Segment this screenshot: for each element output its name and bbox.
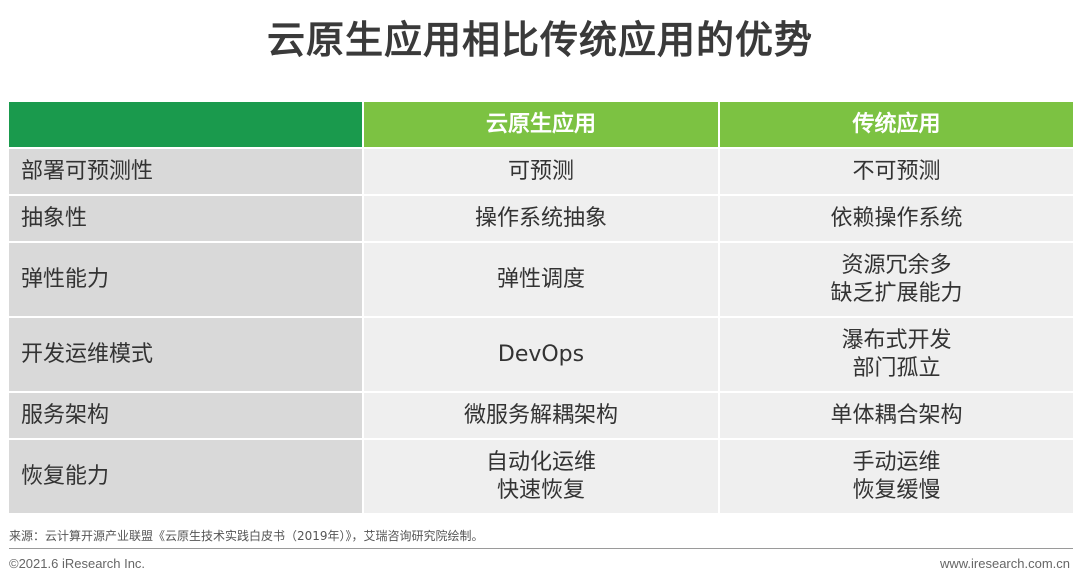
row-label: 部署可预测性	[9, 148, 363, 196]
table-row: 抽象性 操作系统抽象 依赖操作系统	[9, 195, 1073, 243]
row-label: 服务架构	[9, 392, 363, 440]
table-row: 恢复能力 自动化运维 快速恢复 手动运维 恢复缓慢	[9, 439, 1073, 515]
cell-line: 单体耦合架构	[830, 402, 963, 428]
source-note: 来源：云计算开源产业联盟《云原生技术实践白皮书（2019年）》，艾瑞咨询研究院绘…	[9, 529, 484, 543]
cloud-native-cell: 弹性调度	[362, 242, 719, 318]
header-empty-cell	[9, 102, 363, 149]
cloud-native-cell: 微服务解耦架构	[362, 392, 719, 440]
cell-line: 瀑布式开发	[841, 327, 952, 353]
website-link[interactable]: www.iresearch.com.cn	[939, 556, 1070, 571]
cell-line: 弹性调度	[496, 266, 585, 292]
cell-line: 不可预测	[852, 158, 941, 184]
cloud-native-cell: 操作系统抽象	[362, 195, 719, 243]
cell-line: DevOps	[497, 341, 585, 367]
row-label: 开发运维模式	[9, 317, 363, 393]
cell-line: 依赖操作系统	[830, 205, 963, 231]
table-row: 服务架构 微服务解耦架构 单体耦合架构	[9, 392, 1073, 440]
row-label: 弹性能力	[9, 242, 363, 318]
cell-line: 资源冗余多	[841, 252, 952, 278]
traditional-cell: 手动运维 恢复缓慢	[718, 439, 1073, 515]
cell-line: 恢复缓慢	[852, 477, 941, 503]
cloud-native-cell: 自动化运维 快速恢复	[362, 439, 719, 515]
table-row: 开发运维模式 DevOps 瀑布式开发 部门孤立	[9, 317, 1073, 393]
cloud-native-cell: 可预测	[362, 148, 719, 196]
row-label: 恢复能力	[9, 439, 363, 515]
row-label: 抽象性	[9, 195, 363, 243]
cell-line: 自动化运维	[485, 449, 596, 475]
cloud-native-cell: DevOps	[362, 317, 719, 393]
traditional-cell: 资源冗余多 缺乏扩展能力	[718, 242, 1073, 318]
cell-line: 手动运维	[852, 449, 941, 475]
traditional-cell: 依赖操作系统	[718, 195, 1073, 243]
cell-line: 快速恢复	[496, 477, 585, 503]
cell-line: 微服务解耦架构	[463, 402, 618, 428]
cell-line: 可预测	[507, 158, 574, 184]
footer-divider	[9, 548, 1073, 549]
table-row: 弹性能力 弹性调度 资源冗余多 缺乏扩展能力	[9, 242, 1073, 318]
traditional-cell: 瀑布式开发 部门孤立	[718, 317, 1073, 393]
traditional-cell: 单体耦合架构	[718, 392, 1073, 440]
header-cloud-native: 云原生应用	[362, 102, 719, 149]
table-row: 部署可预测性 可预测 不可预测	[9, 148, 1073, 196]
comparison-table: 云原生应用 传统应用 部署可预测性 可预测 不可预测 抽象性 操作系统抽象 依赖…	[9, 102, 1073, 515]
table-header-row: 云原生应用 传统应用	[9, 102, 1073, 149]
cell-line: 操作系统抽象	[474, 205, 607, 231]
cell-line: 缺乏扩展能力	[830, 280, 963, 306]
copyright-text: ©2021.6 iResearch Inc.	[9, 556, 146, 571]
page-title: 云原生应用相比传统应用的优势	[266, 18, 813, 62]
header-traditional: 传统应用	[718, 102, 1073, 149]
cell-line: 部门孤立	[852, 355, 941, 381]
traditional-cell: 不可预测	[718, 148, 1073, 196]
